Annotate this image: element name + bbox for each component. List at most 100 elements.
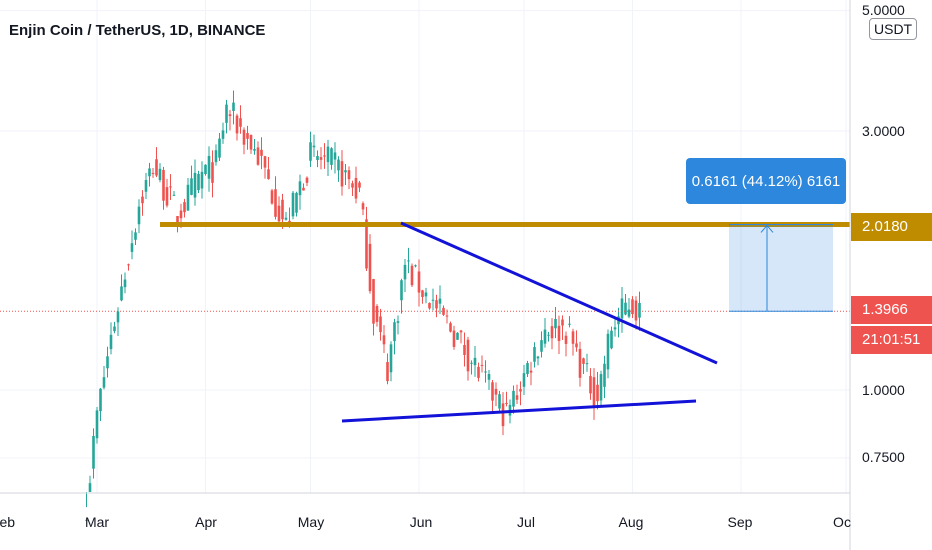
candle-body	[232, 102, 235, 111]
candle-body	[351, 183, 354, 188]
candle-body	[431, 299, 435, 301]
candle-body	[141, 196, 144, 204]
candle-body	[484, 371, 487, 373]
candle-body	[613, 327, 617, 330]
candle-body	[211, 162, 214, 183]
candle-body	[526, 363, 529, 375]
candle-body	[347, 170, 351, 180]
candle-body	[340, 161, 344, 187]
candle-body	[403, 264, 407, 280]
candle-body	[365, 219, 368, 269]
candle-body	[438, 298, 442, 304]
measure-range-box	[729, 224, 833, 312]
candle-body	[375, 305, 379, 322]
candle-body	[221, 130, 225, 139]
candle-body	[302, 187, 305, 191]
candle-body	[88, 483, 92, 492]
candle-body	[253, 149, 256, 151]
candle-body	[603, 363, 606, 387]
candle-body	[631, 299, 634, 315]
candle-body	[557, 325, 561, 342]
candle-body	[505, 403, 508, 405]
candle-body	[162, 169, 165, 201]
candle-body	[540, 340, 543, 352]
candle-body	[354, 177, 358, 199]
candle-body	[214, 150, 218, 163]
resistance-price-tag: 2.0180	[851, 213, 932, 241]
currency-badge[interactable]: USDT	[869, 18, 918, 40]
candle-body	[249, 134, 253, 150]
y-tick-label: 3.0000	[862, 123, 905, 139]
candle-body	[599, 374, 603, 401]
candle-body	[494, 388, 498, 395]
candle-body	[116, 311, 120, 323]
candle-body	[638, 302, 641, 318]
candle-body	[274, 189, 277, 217]
candle-body	[92, 435, 95, 469]
candle-body	[435, 300, 438, 309]
candle-body	[127, 264, 130, 266]
x-tick-label: May	[297, 514, 325, 530]
y-tick-label: 5.0000	[862, 2, 905, 18]
candle-body	[204, 164, 207, 175]
candle-body	[176, 216, 179, 224]
candle-body	[270, 190, 274, 204]
ascending-trendline	[341, 399, 697, 423]
candle-body	[379, 316, 382, 333]
candle-body	[165, 187, 169, 206]
candle-body	[491, 382, 494, 401]
candle-body	[291, 192, 295, 217]
candle-body	[624, 302, 627, 315]
candle-body	[410, 265, 414, 286]
candle-body	[456, 332, 459, 340]
candle-body	[417, 271, 421, 293]
candle-body	[144, 180, 148, 192]
countdown-tag: 21:01:51	[851, 326, 932, 354]
grid-lines	[0, 0, 850, 493]
candle-body	[473, 357, 477, 366]
candle-body	[277, 205, 281, 222]
x-tick-label: Sep	[727, 514, 753, 530]
candle-body	[634, 300, 638, 321]
measure-label[interactable]: 0.6161 (44.12%) 6161	[686, 158, 846, 204]
candle-body	[102, 377, 106, 388]
candle-body	[197, 174, 200, 191]
candle-body	[246, 132, 249, 139]
candle-body	[183, 202, 186, 213]
candle-body	[382, 335, 386, 345]
chart-title: Enjin Coin / TetherUS, 1D, BINANCE	[9, 22, 266, 39]
candle-body	[459, 330, 463, 333]
candle-body	[620, 298, 624, 319]
candle-body	[333, 152, 337, 160]
candle-body	[281, 199, 284, 220]
candle-body	[309, 142, 312, 161]
candle-body	[487, 373, 491, 380]
candle-body	[109, 334, 113, 350]
x-tick-label: Mar	[84, 514, 110, 530]
candle-body	[151, 172, 155, 174]
candle-body	[480, 364, 484, 366]
candle-body	[428, 302, 431, 309]
last-price-tag: 1.3966	[851, 296, 932, 324]
candle-body	[554, 318, 557, 329]
candle-body	[564, 335, 568, 344]
x-tick-label: Jun	[409, 514, 433, 530]
candle-body	[627, 309, 631, 317]
candle-body	[361, 203, 365, 210]
candles	[85, 90, 641, 521]
candle-body	[186, 184, 190, 211]
candle-body	[606, 333, 610, 370]
candle-body	[207, 155, 211, 179]
candle-body	[155, 159, 158, 176]
candle-body	[561, 319, 564, 326]
candle-body	[501, 403, 505, 427]
candle-body	[256, 147, 260, 165]
x-tick-label: Aug	[618, 514, 644, 530]
candle-body	[389, 344, 393, 373]
drawings	[0, 221, 850, 423]
candle-body	[515, 395, 519, 400]
candle-body	[344, 170, 347, 173]
candle-body	[99, 388, 102, 412]
candle-body	[610, 330, 613, 349]
